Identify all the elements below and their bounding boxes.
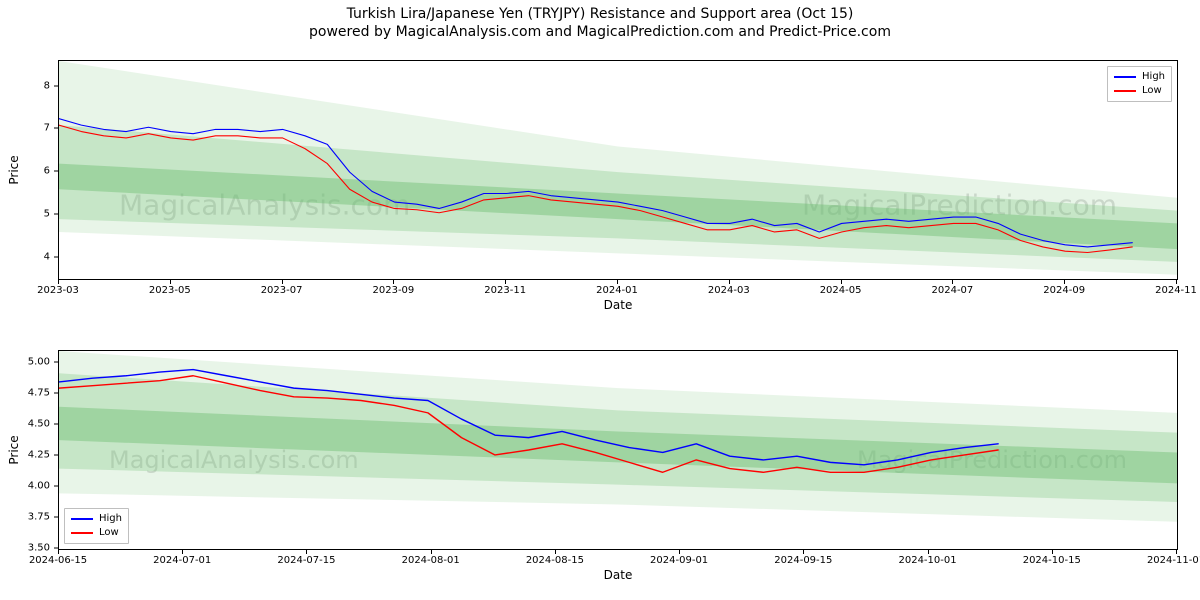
legend-row-high: High bbox=[71, 512, 122, 526]
xtick-mark bbox=[58, 550, 59, 554]
ytick-label: 8 bbox=[44, 80, 50, 91]
ytick-mark bbox=[54, 128, 58, 129]
xtick-mark bbox=[928, 550, 929, 554]
xtick-mark bbox=[952, 280, 953, 284]
xtick-mark bbox=[841, 280, 842, 284]
legend-swatch-low bbox=[71, 532, 93, 534]
legend-row-low: Low bbox=[1114, 84, 1165, 98]
xtick-label: 2024-10-15 bbox=[1023, 555, 1081, 566]
xtick-label: 2024-10-01 bbox=[898, 555, 956, 566]
legend-label-high: High bbox=[1142, 70, 1165, 84]
ytick-label: 4 bbox=[44, 251, 50, 262]
ytick-mark bbox=[54, 171, 58, 172]
legend-row-high: High bbox=[1114, 70, 1165, 84]
xtick-mark bbox=[1064, 280, 1065, 284]
chart-top-ylabel: Price bbox=[7, 155, 21, 184]
ytick-label: 5 bbox=[44, 208, 50, 219]
ytick-mark bbox=[54, 85, 58, 86]
chart-subtitle: powered by MagicalAnalysis.com and Magic… bbox=[0, 24, 1200, 40]
ytick-label: 3.50 bbox=[28, 543, 50, 554]
xtick-mark bbox=[617, 280, 618, 284]
xtick-label: 2024-07-15 bbox=[277, 555, 335, 566]
chart-bottom-ylabel: Price bbox=[7, 435, 21, 464]
legend-bottom: High Low bbox=[64, 508, 129, 544]
xtick-label: 2024-07-01 bbox=[153, 555, 211, 566]
chart-top-plot: MagicalAnalysis.com MagicalPrediction.co… bbox=[58, 60, 1178, 280]
ytick-mark bbox=[54, 517, 58, 518]
xtick-mark bbox=[1052, 550, 1053, 554]
xtick-mark bbox=[282, 280, 283, 284]
legend-swatch-high bbox=[71, 518, 93, 520]
xtick-label: 2023-03 bbox=[37, 285, 79, 296]
chart-top-lines bbox=[59, 61, 1177, 279]
legend-swatch-high bbox=[1114, 76, 1136, 78]
xtick-label: 2024-05 bbox=[820, 285, 862, 296]
ytick-label: 4.75 bbox=[28, 388, 50, 399]
chart-bottom-plot: MagicalAnalysis.com MagicalPrediction.co… bbox=[58, 350, 1178, 550]
chart-bottom-lines bbox=[59, 351, 1177, 549]
title-block: Turkish Lira/Japanese Yen (TRYJPY) Resis… bbox=[0, 6, 1200, 40]
legend-row-low: Low bbox=[71, 526, 122, 540]
xtick-mark bbox=[803, 550, 804, 554]
legend-swatch-low bbox=[1114, 90, 1136, 92]
xtick-label: 2024-08-01 bbox=[402, 555, 460, 566]
ytick-mark bbox=[54, 548, 58, 549]
xtick-mark bbox=[306, 550, 307, 554]
xtick-mark bbox=[505, 280, 506, 284]
xtick-label: 2024-11 bbox=[1155, 285, 1197, 296]
xtick-label: 2024-09-01 bbox=[650, 555, 708, 566]
ytick-mark bbox=[54, 424, 58, 425]
legend-label-low: Low bbox=[1142, 84, 1162, 98]
xtick-mark bbox=[1176, 550, 1177, 554]
legend-top: High Low bbox=[1107, 66, 1172, 102]
ytick-label: 3.75 bbox=[28, 512, 50, 523]
legend-label-high: High bbox=[99, 512, 122, 526]
chart-bottom-xlabel: Date bbox=[604, 568, 633, 582]
ytick-mark bbox=[54, 393, 58, 394]
ytick-label: 4.50 bbox=[28, 419, 50, 430]
ytick-label: 4.00 bbox=[28, 481, 50, 492]
chart-top: MagicalAnalysis.com MagicalPrediction.co… bbox=[58, 60, 1178, 280]
xtick-mark bbox=[555, 550, 556, 554]
ytick-label: 4.25 bbox=[28, 450, 50, 461]
xtick-label: 2023-07 bbox=[261, 285, 303, 296]
xtick-label: 2023-09 bbox=[372, 285, 414, 296]
ytick-mark bbox=[54, 256, 58, 257]
legend-label-low: Low bbox=[99, 526, 119, 540]
xtick-mark bbox=[1176, 280, 1177, 284]
ytick-label: 6 bbox=[44, 166, 50, 177]
xtick-label: 2024-08-15 bbox=[526, 555, 584, 566]
chart-bottom: MagicalAnalysis.com MagicalPrediction.co… bbox=[58, 350, 1178, 550]
xtick-label: 2024-11-01 bbox=[1147, 555, 1200, 566]
xtick-label: 2024-06-15 bbox=[29, 555, 87, 566]
xtick-mark bbox=[170, 280, 171, 284]
ytick-mark bbox=[54, 455, 58, 456]
xtick-label: 2024-01 bbox=[596, 285, 638, 296]
xtick-label: 2023-11 bbox=[484, 285, 526, 296]
xtick-mark bbox=[431, 550, 432, 554]
xtick-mark bbox=[58, 280, 59, 284]
xtick-label: 2024-09 bbox=[1043, 285, 1085, 296]
ytick-mark bbox=[54, 213, 58, 214]
page-root: Turkish Lira/Japanese Yen (TRYJPY) Resis… bbox=[0, 0, 1200, 600]
xtick-label: 2023-05 bbox=[149, 285, 191, 296]
xtick-mark bbox=[393, 280, 394, 284]
xtick-label: 2024-07 bbox=[931, 285, 973, 296]
xtick-mark bbox=[729, 280, 730, 284]
xtick-label: 2024-03 bbox=[708, 285, 750, 296]
chart-top-xlabel: Date bbox=[604, 298, 633, 312]
chart-title: Turkish Lira/Japanese Yen (TRYJPY) Resis… bbox=[0, 6, 1200, 22]
xtick-mark bbox=[182, 550, 183, 554]
ytick-mark bbox=[54, 362, 58, 363]
xtick-label: 2024-09-15 bbox=[774, 555, 832, 566]
ytick-mark bbox=[54, 486, 58, 487]
xtick-mark bbox=[679, 550, 680, 554]
ytick-label: 5.00 bbox=[28, 357, 50, 368]
ytick-label: 7 bbox=[44, 123, 50, 134]
